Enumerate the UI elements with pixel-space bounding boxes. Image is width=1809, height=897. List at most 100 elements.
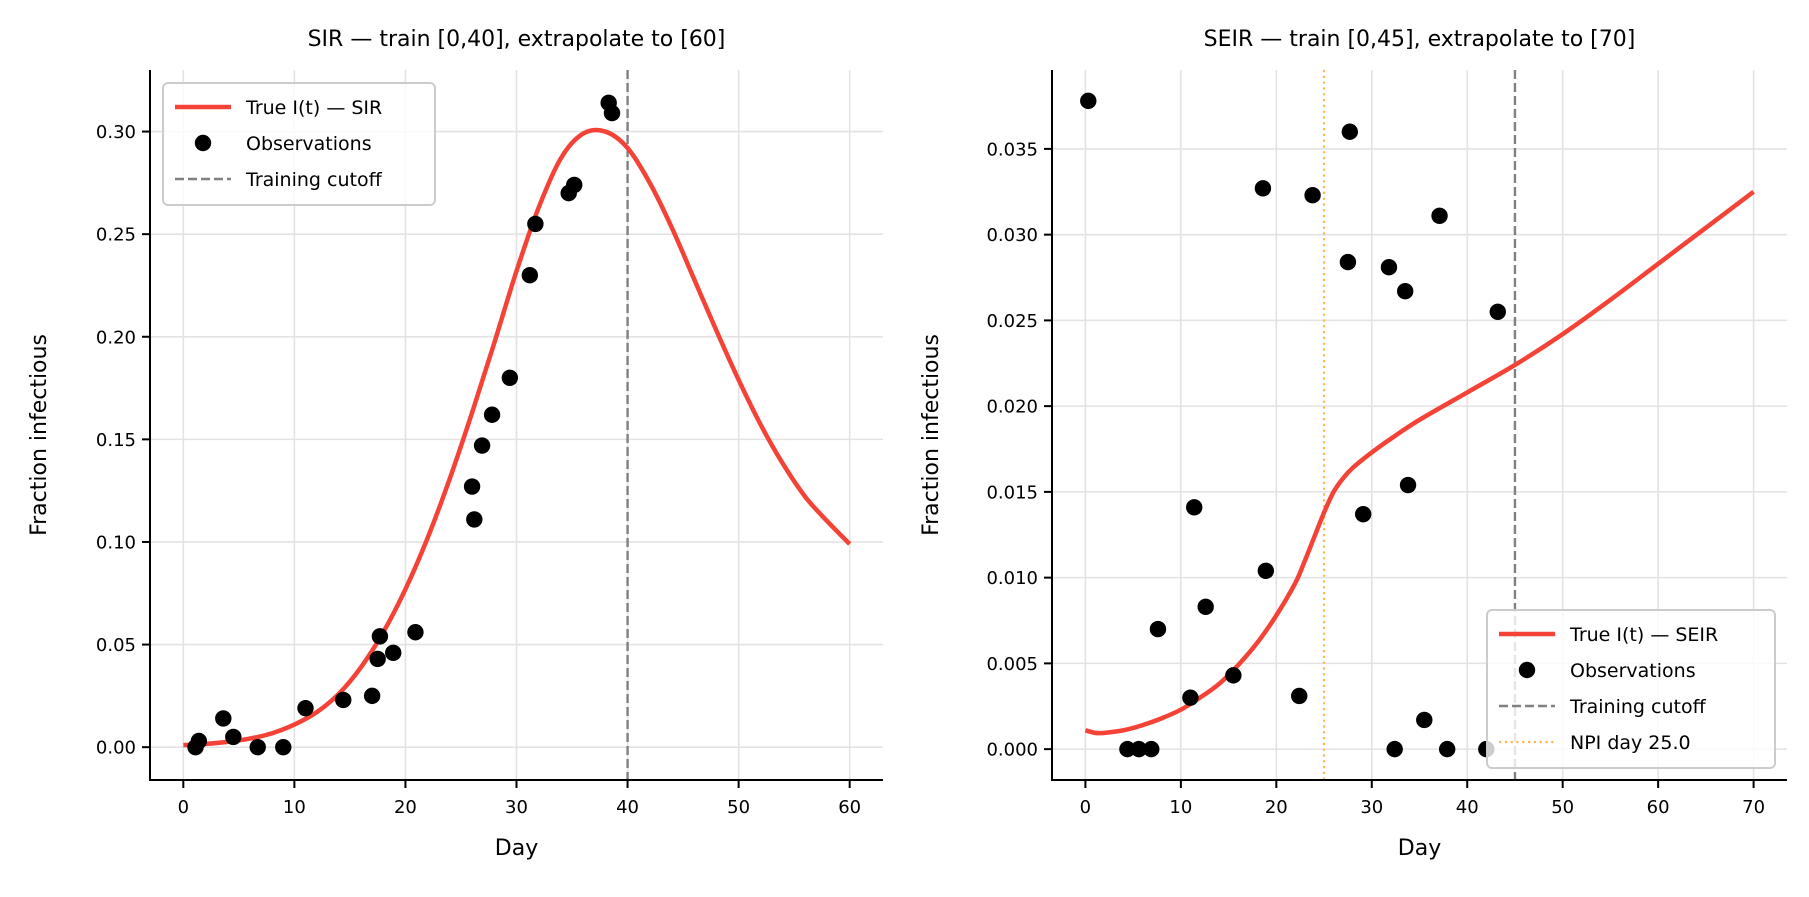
seir-x-axis-label: Day [1398, 836, 1441, 861]
seir-true-curve [1084, 189, 1755, 736]
seir-x-tick-label: 60 [1647, 797, 1670, 818]
seir-observation-point [1399, 476, 1417, 494]
sir-y-ticks: 0.00 0.05 0.10 0.15 0.20 0.25 0.30 [96, 122, 150, 759]
seir-x-tick-label: 20 [1265, 797, 1288, 818]
seir-observation-point [1431, 207, 1448, 224]
sir-observation-point [335, 691, 352, 709]
sir-observation-point [215, 710, 232, 727]
sir-legend-box [162, 82, 436, 206]
seir-legend: True I(t) — SEIR Observations Training cut… [1486, 609, 1776, 769]
seir-observation-point [1143, 740, 1160, 758]
seir-x-tick-label: 10 [1169, 797, 1192, 818]
sir-x-tick-label: 40 [616, 797, 639, 818]
seir-x-tick-label: 0 [1080, 797, 1091, 818]
sir-y-tick-label: 0.30 [96, 122, 136, 143]
seir-legend-label: Observations [1570, 660, 1696, 682]
sir-x-ticks: 0 10 20 30 40 50 60 [178, 780, 861, 818]
seir-observation-point [1130, 740, 1148, 758]
sir-observation-point [363, 687, 381, 705]
sir-x-tick-label: 50 [727, 797, 750, 818]
seir-observation-point [1380, 259, 1398, 276]
sir-observation-point [521, 267, 539, 284]
sir-observation-point [371, 628, 389, 645]
seir-y-tick-label: 0.030 [986, 225, 1038, 246]
seir-y-tick-label: 0.010 [986, 568, 1038, 589]
seir-observation-point [1416, 711, 1433, 729]
seir-observation-point [1197, 598, 1214, 615]
sir-observation-point [501, 369, 519, 387]
seir-observation-point [1149, 620, 1167, 638]
sir-observation-point [297, 699, 314, 717]
seir-legend-box [1486, 609, 1776, 769]
seir-observation-point [1396, 283, 1414, 300]
sir-y-tick-label: 0.15 [96, 430, 136, 451]
seir-observation-point [1386, 740, 1403, 758]
sir-true-curve [183, 127, 852, 748]
seir-y-tick-label: 0.035 [986, 139, 1038, 160]
seir-observation-point [1291, 687, 1308, 705]
seir-x-ticks: 0 10 20 30 40 50 60 70 [1080, 780, 1765, 818]
sir-x-axis-label: Day [495, 836, 538, 861]
sir-panel: 0 10 20 30 40 50 60 0.000.050.100.150.200.250.… [27, 27, 883, 861]
sir-y-tick-label: 0.20 [96, 327, 136, 348]
sir-observation-point [369, 650, 386, 668]
sir-true-curve-group [183, 127, 852, 748]
seir-observation-point [1341, 123, 1359, 140]
seir-observation-point [1080, 92, 1097, 110]
sir-x-tick-label: 10 [283, 797, 306, 818]
sir-x-tick-label: 20 [394, 797, 417, 818]
sir-y-axis-label: Fraction infectious [27, 334, 52, 536]
seir-chart-title: SEIR — train [0,45], extrapolate to [70] [1204, 27, 1636, 52]
seir-observation-point [1354, 505, 1372, 523]
sir-x-tick-label: 30 [505, 797, 528, 818]
seir-y-tick-label: 0.000 [986, 740, 1038, 761]
seir-observation-point [1119, 740, 1136, 758]
sir-y-tick-label: 0.05 [96, 635, 136, 656]
sir-observation-point [225, 728, 242, 746]
seir-observations-group [1080, 92, 1506, 758]
sir-observation-point [249, 738, 266, 756]
sir-x-tick-label: 0 [178, 797, 189, 818]
sir-legend-label: Training cutoff [245, 169, 383, 191]
sir-legend-label: True I(t) — SIR [245, 97, 382, 119]
seir-true-curve-group [1084, 189, 1755, 736]
sir-legend-marker-swatch [194, 134, 212, 152]
seir-observation-point [1182, 689, 1199, 706]
seir-y-tick-label: 0.015 [986, 482, 1038, 503]
seir-legend-label: True I(t) — SEIR [1569, 624, 1718, 646]
sir-observation-point [466, 511, 483, 528]
sir-observation-point [190, 732, 208, 750]
sir-y-tick-label: 0.10 [96, 532, 136, 553]
seir-y-tick-label: 0.020 [986, 397, 1038, 418]
sir-y-tick-label: 0.00 [96, 738, 136, 759]
seir-legend-label: NPI day 25.0 [1570, 732, 1691, 754]
seir-observation-point [1339, 253, 1357, 271]
sir-legend: True I(t) — SIR Observations Training cuto… [162, 82, 436, 206]
sir-observation-point [566, 176, 583, 194]
seir-observation-point [1225, 667, 1242, 684]
sir-observation-point [527, 215, 544, 233]
seir-x-tick-label: 40 [1456, 797, 1479, 818]
seir-observation-point [1254, 180, 1272, 197]
sir-legend-label: Observations [246, 133, 372, 155]
seir-x-tick-label: 30 [1360, 797, 1383, 818]
seir-panel: 0 10 20 30 40 50 60 70 0.000 0.005 0.010 0.015 0.02… [919, 27, 1787, 861]
seir-legend-marker-swatch [1518, 661, 1536, 679]
seir-observation-point [1186, 499, 1203, 516]
seir-x-tick-label: 70 [1742, 797, 1765, 818]
seir-legend-label: Training cutoff [1569, 696, 1707, 718]
seir-y-axis-label: Fraction infectious [919, 334, 944, 536]
seir-observation-point [1438, 740, 1456, 758]
seir-y-tick-label: 0.005 [986, 654, 1038, 675]
seir-observation-point [1489, 303, 1506, 321]
sir-observation-point [407, 624, 424, 641]
seir-observation-point [1257, 562, 1275, 579]
sir-chart-title: SIR — train [0,40], extrapolate to [60] [308, 27, 726, 52]
sir-observation-point [603, 104, 621, 122]
sir-observation-point [473, 437, 491, 454]
sir-observation-point [463, 478, 481, 495]
seir-y-tick-label: 0.025 [986, 311, 1038, 332]
seir-x-tick-label: 50 [1551, 797, 1574, 818]
seir-y-ticks: 0.000 0.005 0.010 0.015 0.020 0.025 0.030 0.035 [986, 139, 1052, 761]
